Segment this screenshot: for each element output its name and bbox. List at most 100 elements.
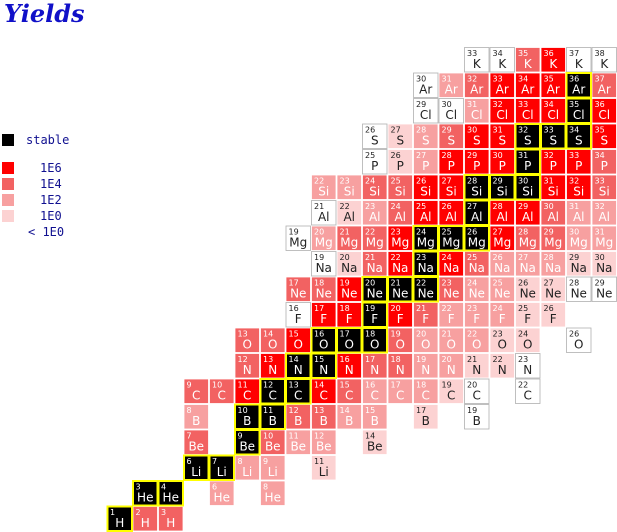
mass-number: 4 bbox=[161, 483, 166, 492]
nuclide-cell: 31S bbox=[489, 123, 515, 149]
cell-box bbox=[208, 454, 235, 481]
element-symbol: P bbox=[575, 159, 582, 173]
nuclide-cell: 7Li bbox=[208, 454, 235, 481]
cell-box bbox=[260, 429, 286, 455]
element-symbol: B bbox=[192, 414, 200, 428]
element-symbol: S bbox=[447, 134, 455, 148]
element-symbol: P bbox=[371, 159, 378, 173]
cell-box bbox=[387, 225, 413, 251]
mass-number: 20 bbox=[416, 330, 426, 339]
mass-number: 31 bbox=[595, 228, 605, 237]
nuclide-cell: 11B bbox=[259, 403, 286, 430]
nuclide-cell: 25F bbox=[515, 302, 541, 328]
element-symbol: Ne bbox=[494, 287, 510, 301]
mass-number: 23 bbox=[518, 355, 528, 364]
element-symbol: He bbox=[265, 491, 281, 505]
cell-box bbox=[311, 455, 337, 481]
mass-number: 21 bbox=[365, 253, 375, 262]
mass-number: 18 bbox=[340, 304, 350, 313]
mass-number: 38 bbox=[595, 49, 605, 58]
cell-box bbox=[285, 352, 312, 379]
mass-number: 30 bbox=[442, 100, 452, 109]
element-symbol: S bbox=[498, 134, 506, 148]
element-symbol: Na bbox=[469, 261, 485, 275]
cell-box bbox=[540, 200, 566, 226]
cell-box bbox=[387, 174, 413, 200]
element-symbol: N bbox=[319, 363, 328, 377]
cell-box bbox=[438, 174, 464, 200]
nuclide-cell: 26F bbox=[540, 302, 566, 328]
nuclide-cell: 6Li bbox=[183, 454, 210, 481]
mass-number: 22 bbox=[493, 355, 503, 364]
mass-number: 27 bbox=[416, 151, 426, 160]
element-symbol: Ne bbox=[545, 287, 561, 301]
mass-number: 28 bbox=[569, 279, 579, 288]
nuclide-cell: 20F bbox=[387, 302, 413, 328]
nuclide-cell: 25P bbox=[362, 149, 388, 175]
cell-box bbox=[565, 72, 592, 99]
mass-number: 2 bbox=[136, 508, 141, 517]
nuclide-cell: 20N bbox=[438, 353, 464, 379]
nuclide-cell: 17N bbox=[362, 353, 388, 379]
cell-box bbox=[515, 200, 541, 226]
cell-box bbox=[311, 429, 337, 455]
cell-box bbox=[489, 98, 515, 124]
element-symbol: Ne bbox=[367, 287, 383, 301]
mass-number: 16 bbox=[340, 355, 350, 364]
cell-box bbox=[387, 123, 413, 149]
mass-number: 36 bbox=[569, 75, 579, 84]
cell-box bbox=[464, 276, 490, 302]
element-symbol: Si bbox=[369, 185, 380, 199]
cell-box bbox=[463, 225, 490, 252]
cell-box bbox=[438, 276, 464, 302]
mass-number: 15 bbox=[289, 330, 299, 339]
element-symbol: N bbox=[421, 363, 430, 377]
mass-number: 30 bbox=[569, 228, 579, 237]
element-symbol: N bbox=[268, 363, 277, 377]
element-symbol: P bbox=[524, 159, 531, 173]
mass-number: 27 bbox=[518, 253, 528, 262]
mass-number: 19 bbox=[416, 355, 426, 364]
mass-number: 32 bbox=[493, 100, 503, 109]
mass-number: 8 bbox=[263, 483, 268, 492]
element-symbol: Si bbox=[344, 185, 355, 199]
element-symbol: Si bbox=[446, 185, 457, 199]
cell-box bbox=[489, 123, 515, 149]
element-symbol: Ar bbox=[521, 83, 534, 97]
nuclide-cell: 22C bbox=[515, 378, 541, 404]
legend-label: < 1E0 bbox=[28, 225, 64, 239]
mass-number: 11 bbox=[314, 457, 324, 466]
cell-box bbox=[260, 327, 286, 353]
element-symbol: O bbox=[294, 338, 303, 352]
element-symbol: P bbox=[499, 159, 506, 173]
mass-number: 37 bbox=[569, 49, 579, 58]
cell-box bbox=[489, 251, 515, 277]
mass-number: 26 bbox=[467, 228, 477, 237]
element-symbol: F bbox=[397, 312, 404, 326]
mass-number: 20 bbox=[442, 355, 452, 364]
cell-box bbox=[464, 98, 490, 124]
cell-box bbox=[515, 98, 541, 124]
mass-number: 35 bbox=[518, 49, 528, 58]
mass-number: 29 bbox=[595, 279, 605, 288]
legend-swatch bbox=[2, 162, 14, 174]
mass-number: 26 bbox=[365, 126, 375, 135]
cell-box bbox=[413, 98, 439, 124]
cell-box bbox=[387, 200, 413, 226]
mass-number: 28 bbox=[544, 253, 554, 262]
